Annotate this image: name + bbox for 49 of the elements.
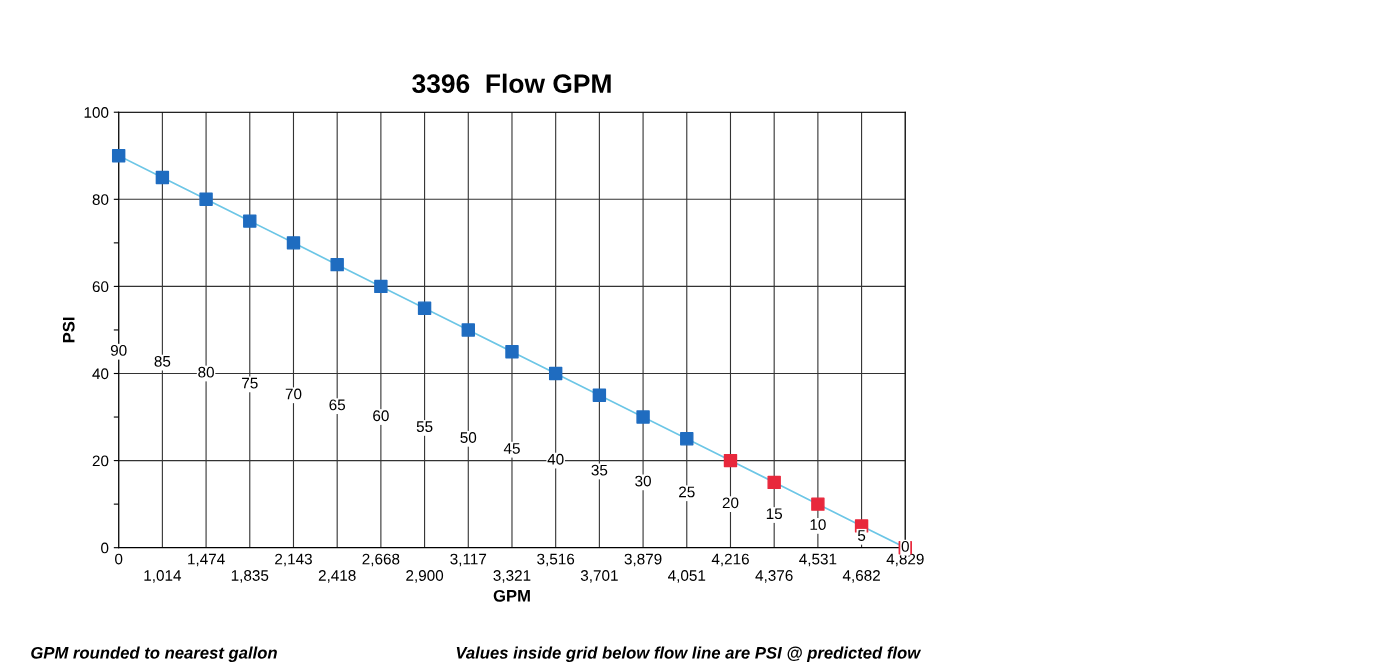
x-tick-label: 3,321 [493, 570, 531, 583]
annotation: 70 [285, 388, 302, 400]
x-tick-label: 4,682 [842, 570, 880, 583]
x-tick-label: 3,516 [537, 553, 575, 567]
annotation: 25 [679, 486, 695, 498]
annotation: 15 [766, 508, 783, 520]
y-tick-label: 80 [92, 194, 109, 205]
annotation: 35 [591, 464, 608, 476]
text: Values inside grid below flow line are PSI @ predicted flow [456, 646, 922, 663]
annotation: 45 [503, 443, 520, 454]
x-tick-label: 2,900 [406, 570, 444, 583]
y-tick-label: 20 [92, 455, 109, 467]
annotation: 0 [901, 540, 909, 552]
x-tick-label: 3,701 [580, 570, 618, 583]
annotation: 30 [635, 475, 651, 487]
x-tick-label: 4,376 [755, 570, 793, 583]
x-tick-label: 1,835 [231, 570, 269, 583]
x-tick-label: 1,014 [144, 570, 182, 583]
y-tick-label: 100 [84, 107, 109, 118]
annotation: 10 [810, 519, 826, 531]
annotation: 50 [460, 432, 477, 443]
annotation: 65 [329, 399, 346, 411]
text: GPM rounded to nearest gallon [31, 646, 277, 663]
annotation: 75 [242, 377, 258, 389]
annotation: 20 [722, 497, 739, 509]
x-axis-title: GPM [493, 589, 530, 602]
annotation: 55 [416, 421, 433, 433]
x-tick-label: 2,668 [362, 553, 400, 567]
x-tick-label: 3,879 [624, 553, 662, 567]
x-tick-label: 2,143 [275, 553, 312, 567]
x-tick-label: 2,418 [318, 570, 356, 583]
x-tick-label: 4,216 [711, 553, 749, 567]
x-tick-label: 1,474 [188, 553, 225, 567]
annotation: 80 [198, 366, 214, 378]
y-tick-label: 40 [92, 368, 109, 380]
y-tick-label: 0 [101, 542, 109, 554]
annotation: 5 [857, 530, 866, 541]
y-axis-title: PSI [62, 317, 75, 343]
annotation: 90 [110, 345, 127, 356]
x-tick-label: 3,117 [450, 553, 487, 567]
annotation: 40 [547, 453, 564, 465]
x-tick-label: 4,531 [799, 553, 837, 567]
y-tick-label: 60 [92, 281, 109, 293]
annotation: 85 [154, 355, 171, 367]
chart-title: 3396 Flow GPM [412, 73, 611, 94]
annotation: 60 [373, 410, 389, 422]
x-tick-label: 0 [115, 553, 123, 565]
x-tick-label: 4,051 [668, 570, 706, 583]
x-tick-label: 4,829 [886, 553, 924, 567]
